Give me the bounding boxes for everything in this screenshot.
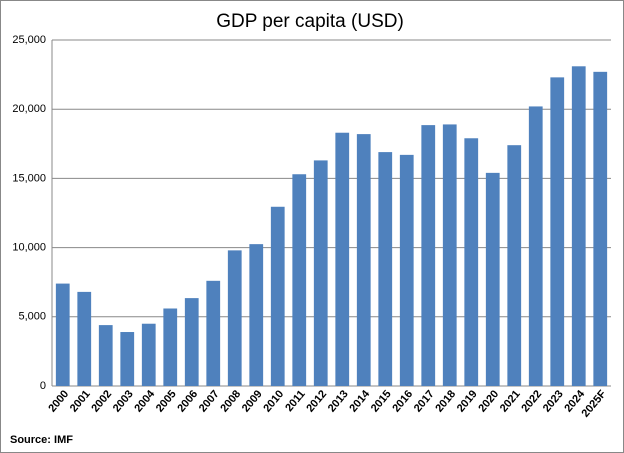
- y-tick-label: 0: [40, 380, 46, 392]
- bar: [399, 154, 414, 386]
- bar: [550, 77, 565, 387]
- source-note: Source: IMF: [10, 434, 73, 446]
- bar: [442, 124, 457, 386]
- bar: [55, 283, 70, 386]
- bar: [120, 332, 135, 386]
- bar: [163, 308, 178, 386]
- bar: [356, 134, 371, 386]
- bar: [98, 325, 113, 386]
- bar: [421, 125, 436, 386]
- y-tick-label: 5,000: [18, 311, 46, 323]
- bar: [77, 291, 92, 386]
- bar: [571, 66, 586, 387]
- bar: [378, 152, 393, 386]
- bar: [227, 250, 242, 386]
- y-tick-label: 25,000: [12, 34, 46, 46]
- y-tick-label: 15,000: [12, 172, 46, 184]
- y-tick-label: 20,000: [12, 103, 46, 115]
- y-tick-label: 10,000: [12, 242, 46, 254]
- bar: [464, 138, 479, 386]
- bar: [313, 160, 328, 386]
- bar: [507, 145, 522, 386]
- bar: [593, 71, 608, 386]
- chart-title: GDP per capita (USD): [216, 11, 404, 32]
- bar: [206, 280, 221, 386]
- bar: [270, 206, 285, 386]
- bar: [249, 244, 264, 386]
- bar: [292, 174, 307, 386]
- bar: [184, 298, 199, 386]
- bar: [141, 323, 156, 386]
- bar: [335, 132, 350, 386]
- bar: [485, 172, 500, 386]
- bar: [528, 106, 543, 386]
